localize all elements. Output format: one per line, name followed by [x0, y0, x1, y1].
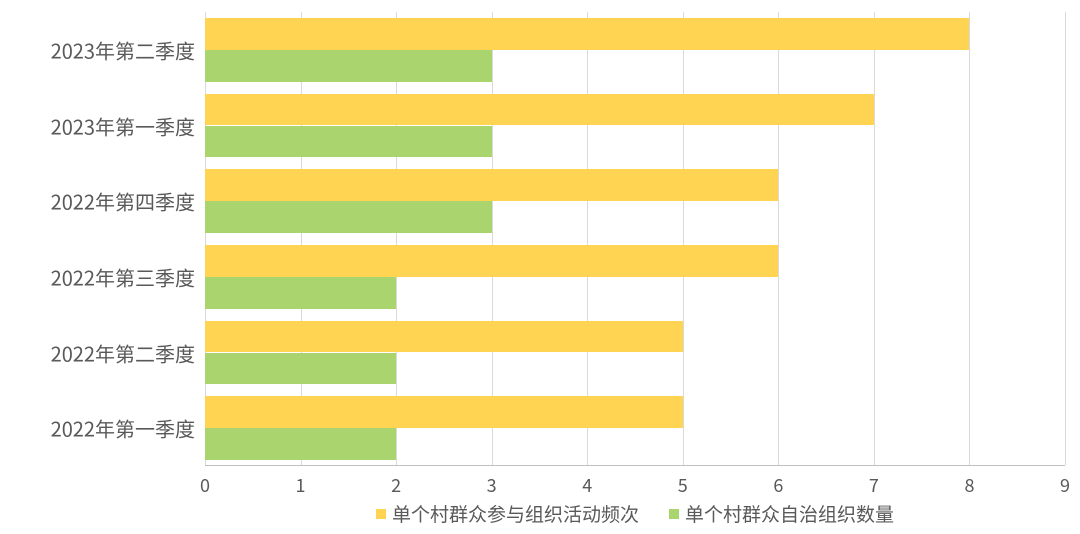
- x-tick-label: 6: [773, 472, 783, 498]
- bar-series_freq: [205, 94, 874, 126]
- gridline: [683, 12, 684, 465]
- bar-series_count: [205, 126, 492, 158]
- plot-area: [205, 12, 1065, 466]
- category-label: 2022年第二季度: [51, 338, 195, 367]
- bar-series_freq: [205, 245, 778, 277]
- gridline: [969, 12, 970, 465]
- legend-item-series_freq: 单个村群众参与组织活动频次: [376, 500, 639, 527]
- x-tick-label: 3: [487, 472, 497, 498]
- legend-item-series_count: 单个村群众自治组织数量: [669, 500, 894, 527]
- gridline: [1065, 12, 1066, 465]
- bar-series_count: [205, 201, 492, 233]
- bar-series_count: [205, 353, 396, 385]
- bar-series_freq: [205, 396, 683, 428]
- legend-label: 单个村群众自治组织数量: [685, 500, 894, 527]
- category-label: 2022年第一季度: [51, 414, 195, 443]
- category-label: 2022年第四季度: [51, 187, 195, 216]
- bar-series_freq: [205, 169, 778, 201]
- bar-series_freq: [205, 321, 683, 353]
- category-label: 2023年第一季度: [51, 111, 195, 140]
- chart-root: 2022年第一季度 2022年第二季度 2022年第三季度 2022年第四季度 2023…: [0, 0, 1080, 534]
- gridline: [778, 12, 779, 465]
- x-tick-label: 1: [296, 472, 306, 498]
- x-tick-label: 9: [1060, 472, 1070, 498]
- category-label: 2022年第三季度: [51, 262, 195, 291]
- legend-swatch: [376, 509, 386, 519]
- bar-series_count: [205, 428, 396, 460]
- bar-series_count: [205, 277, 396, 309]
- bar-series_freq: [205, 18, 969, 50]
- x-tick-label: 8: [964, 472, 974, 498]
- category-label: 2023年第二季度: [51, 35, 195, 64]
- gridline: [874, 12, 875, 465]
- x-tick-label: 0: [200, 472, 210, 498]
- bar-series_count: [205, 50, 492, 82]
- legend: 单个村群众参与组织活动频次 单个村群众自治组织数量: [205, 500, 1065, 527]
- x-tick-label: 7: [869, 472, 879, 498]
- x-tick-label: 5: [678, 472, 688, 498]
- x-tick-label: 2: [391, 472, 401, 498]
- x-tick-label: 4: [582, 472, 592, 498]
- legend-label: 单个村群众参与组织活动频次: [392, 500, 639, 527]
- legend-swatch: [669, 509, 679, 519]
